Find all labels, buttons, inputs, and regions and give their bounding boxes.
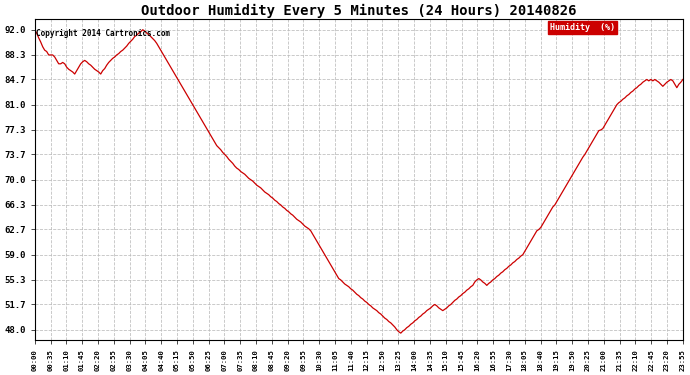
Text: Copyright 2014 Cartronics.com: Copyright 2014 Cartronics.com xyxy=(36,29,170,38)
Title: Outdoor Humidity Every 5 Minutes (24 Hours) 20140826: Outdoor Humidity Every 5 Minutes (24 Hou… xyxy=(141,4,577,18)
Text: Humidity  (%): Humidity (%) xyxy=(550,23,615,32)
